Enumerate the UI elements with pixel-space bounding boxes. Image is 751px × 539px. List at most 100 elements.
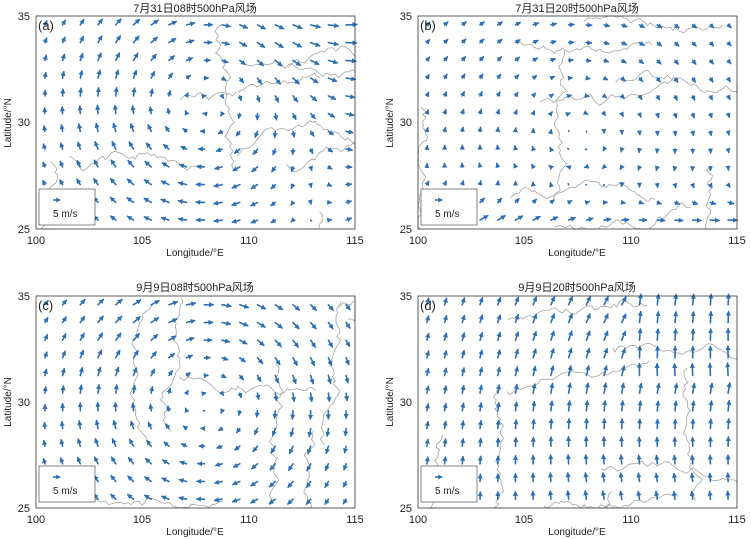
wind-vector bbox=[442, 56, 449, 62]
wind-vector bbox=[326, 164, 333, 170]
wind-vector bbox=[567, 365, 573, 377]
wind-vector bbox=[478, 38, 485, 44]
wind-vector bbox=[345, 58, 357, 64]
wind-vector bbox=[163, 441, 170, 448]
wind-vector bbox=[231, 497, 241, 503]
x-tick-label: 115 bbox=[346, 235, 364, 247]
wind-vector bbox=[252, 148, 259, 156]
wind-vector bbox=[213, 218, 223, 224]
wind-vector bbox=[256, 356, 264, 365]
wind-vector bbox=[221, 338, 231, 344]
wind-vector bbox=[127, 493, 135, 501]
wind-vector bbox=[273, 112, 279, 121]
wind-vector bbox=[638, 199, 644, 205]
wind-vector bbox=[168, 335, 177, 342]
wind-vector bbox=[584, 93, 590, 99]
wind-vector bbox=[674, 200, 681, 205]
wind-vector bbox=[531, 383, 537, 395]
wind-vector bbox=[97, 298, 105, 306]
wind-vector bbox=[460, 402, 466, 412]
wind-vector bbox=[656, 59, 662, 65]
wind-vector bbox=[345, 303, 351, 311]
wind-vector bbox=[42, 20, 48, 26]
wind-vector bbox=[672, 454, 678, 465]
wind-vector bbox=[168, 37, 177, 44]
wind-vector bbox=[327, 356, 333, 367]
wind-vector bbox=[690, 400, 696, 412]
wind-vector bbox=[707, 362, 713, 377]
wind-vector bbox=[109, 196, 117, 204]
wind-vector bbox=[250, 218, 259, 224]
wind-vector bbox=[307, 427, 313, 438]
wind-vector bbox=[656, 41, 663, 47]
wind-vector bbox=[128, 141, 135, 150]
wind-vector bbox=[442, 367, 448, 377]
wind-vector bbox=[150, 351, 157, 359]
wind-vector bbox=[672, 182, 678, 189]
wind-vector bbox=[180, 443, 188, 448]
province-border-line bbox=[615, 69, 738, 94]
wind-vector bbox=[707, 182, 713, 189]
wind-vector bbox=[94, 140, 100, 150]
legend-box: 5 m/s bbox=[38, 465, 96, 503]
wind-vector bbox=[673, 41, 680, 47]
wind-vector bbox=[549, 347, 555, 359]
wind-vector bbox=[129, 123, 135, 133]
wind-vector bbox=[726, 58, 732, 65]
wind-vector bbox=[290, 409, 296, 420]
x-tick-label: 105 bbox=[133, 514, 151, 526]
wind-vector bbox=[514, 348, 520, 359]
wind-vector bbox=[115, 298, 123, 306]
wind-vector bbox=[239, 339, 248, 345]
wind-vector bbox=[327, 41, 340, 47]
legend-label: 5 m/s bbox=[435, 209, 459, 220]
wind-vector bbox=[496, 331, 502, 342]
wind-vector bbox=[548, 490, 554, 501]
wind-vector bbox=[566, 200, 573, 206]
wind-vector bbox=[654, 472, 660, 483]
wind-vector bbox=[424, 56, 431, 63]
wind-vector bbox=[565, 471, 571, 483]
wind-vector bbox=[424, 91, 430, 98]
wind-vector bbox=[132, 69, 138, 79]
wind-vector bbox=[309, 130, 315, 137]
wind-vector bbox=[291, 112, 297, 121]
wind-vector bbox=[43, 316, 49, 324]
wind-vector bbox=[342, 480, 348, 488]
wind-vector bbox=[325, 427, 331, 438]
wind-vector bbox=[42, 457, 48, 465]
wind-vector bbox=[477, 162, 483, 168]
wind-vector bbox=[601, 93, 608, 99]
wind-vector bbox=[97, 332, 104, 342]
wind-vector bbox=[42, 179, 48, 186]
wind-vector bbox=[79, 315, 86, 324]
wind-vector bbox=[344, 392, 350, 402]
wind-vector bbox=[132, 367, 138, 377]
wind-vector bbox=[636, 454, 642, 465]
wind-vector bbox=[477, 180, 483, 186]
wind-vector bbox=[671, 490, 677, 501]
wind-vector bbox=[324, 498, 330, 505]
wind-vector bbox=[460, 90, 466, 97]
wind-vector bbox=[513, 163, 519, 169]
wind-vector bbox=[115, 332, 122, 342]
wind-vector bbox=[496, 38, 503, 45]
wind-vector bbox=[442, 108, 447, 115]
wind-vector bbox=[112, 122, 118, 133]
wind-vector bbox=[583, 490, 589, 501]
wind-vector bbox=[325, 445, 330, 455]
legend-box: 5 m/s bbox=[420, 465, 478, 503]
wind-vector bbox=[478, 349, 484, 359]
wind-vector bbox=[567, 75, 574, 81]
wind-vector bbox=[163, 143, 170, 150]
wind-vector bbox=[602, 75, 609, 81]
wind-vector bbox=[600, 490, 606, 501]
wind-vector bbox=[291, 374, 297, 385]
wind-vector bbox=[566, 417, 572, 430]
wind-vector bbox=[459, 126, 465, 133]
wind-vector bbox=[213, 479, 223, 485]
wind-vector bbox=[514, 21, 522, 27]
wind-vector bbox=[237, 409, 243, 417]
wind-vector bbox=[655, 76, 661, 83]
panel-d: 9月9日20时500hPa风场 (d) 5 m/s 100 105 110 11… bbox=[385, 280, 746, 538]
